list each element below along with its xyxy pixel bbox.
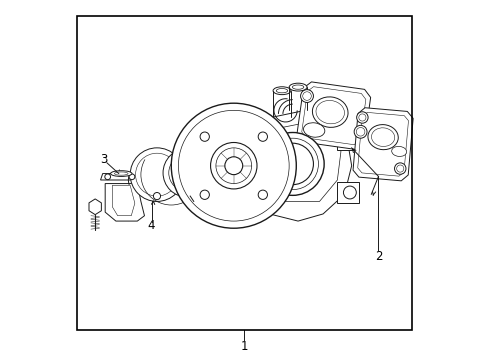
Circle shape <box>356 127 364 136</box>
Circle shape <box>200 132 209 141</box>
Circle shape <box>271 143 313 185</box>
Polygon shape <box>101 174 142 180</box>
Circle shape <box>130 148 183 202</box>
Circle shape <box>104 174 110 180</box>
Circle shape <box>168 154 205 192</box>
Circle shape <box>258 132 267 141</box>
Circle shape <box>135 153 178 196</box>
Circle shape <box>129 174 135 180</box>
Ellipse shape <box>312 97 347 127</box>
Circle shape <box>163 149 211 197</box>
Ellipse shape <box>315 100 344 124</box>
Polygon shape <box>357 112 407 176</box>
Polygon shape <box>105 184 144 221</box>
Ellipse shape <box>371 128 394 147</box>
Circle shape <box>343 132 356 145</box>
Ellipse shape <box>367 125 397 150</box>
Polygon shape <box>112 185 135 216</box>
Circle shape <box>258 190 267 199</box>
Circle shape <box>302 92 311 100</box>
Ellipse shape <box>110 171 132 176</box>
Text: 5: 5 <box>191 198 199 211</box>
Ellipse shape <box>114 172 128 175</box>
Circle shape <box>176 162 198 184</box>
Circle shape <box>353 125 366 138</box>
Polygon shape <box>337 128 358 150</box>
Polygon shape <box>89 199 101 215</box>
Circle shape <box>200 190 209 199</box>
Polygon shape <box>296 82 370 149</box>
Polygon shape <box>337 182 358 203</box>
Ellipse shape <box>292 85 303 89</box>
Circle shape <box>224 157 242 175</box>
Circle shape <box>178 111 288 221</box>
Circle shape <box>300 90 313 103</box>
Circle shape <box>266 138 318 190</box>
Circle shape <box>356 112 367 123</box>
Ellipse shape <box>276 89 287 93</box>
Text: 1: 1 <box>240 340 248 353</box>
Circle shape <box>216 148 251 184</box>
Ellipse shape <box>391 147 406 157</box>
Circle shape <box>358 114 365 121</box>
Circle shape <box>343 186 356 199</box>
Circle shape <box>396 165 403 172</box>
Text: 2: 2 <box>374 250 382 263</box>
Polygon shape <box>352 108 412 181</box>
Circle shape <box>394 163 405 174</box>
Ellipse shape <box>288 83 306 91</box>
Ellipse shape <box>255 126 269 205</box>
Text: 3: 3 <box>100 153 107 166</box>
Circle shape <box>261 132 324 195</box>
Circle shape <box>210 143 257 189</box>
Polygon shape <box>269 123 340 202</box>
Circle shape <box>153 193 160 200</box>
Bar <box>77 16 411 330</box>
Ellipse shape <box>272 87 290 95</box>
Text: 4: 4 <box>147 219 154 232</box>
Ellipse shape <box>249 116 274 216</box>
Polygon shape <box>301 87 365 145</box>
Circle shape <box>171 103 296 228</box>
Polygon shape <box>262 111 351 221</box>
Ellipse shape <box>303 123 324 137</box>
